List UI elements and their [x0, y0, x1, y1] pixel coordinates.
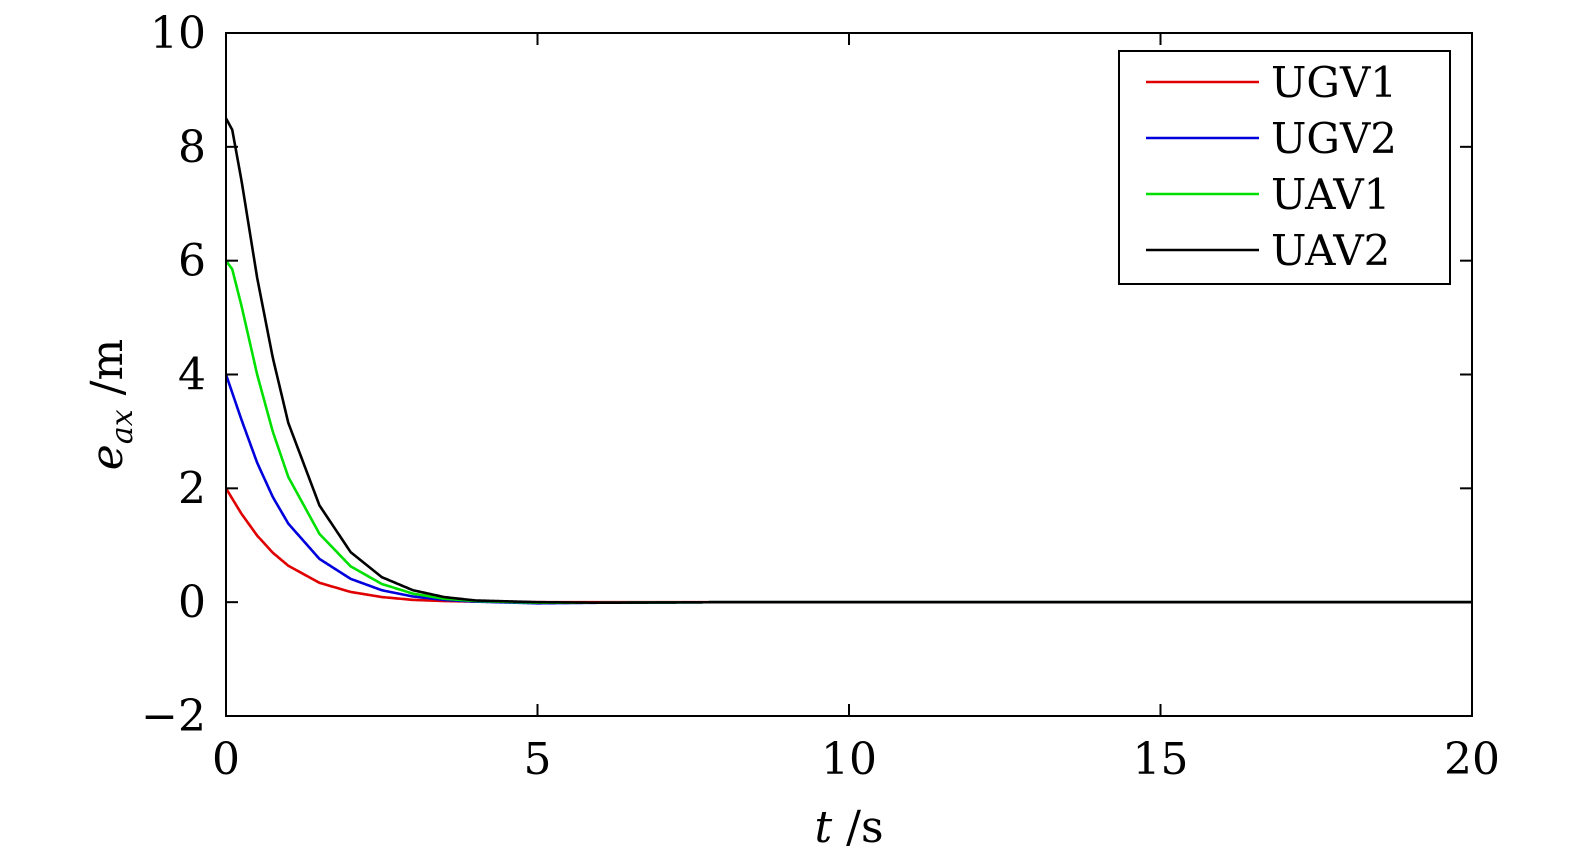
- x-tick-label: 15: [1133, 734, 1189, 785]
- x-tick-label: 0: [212, 734, 240, 785]
- legend-label-ugv1: UGV1: [1271, 58, 1397, 107]
- x-axis-variable: t: [814, 802, 832, 853]
- legend-label-uav2: UAV2: [1271, 226, 1390, 275]
- series-layer: [224, 117, 1473, 605]
- legend: UGV1 UGV2 UAV1 UAV2: [1118, 50, 1451, 285]
- y-tick-label: 10: [150, 8, 206, 59]
- y-axis-unit: /m: [82, 339, 133, 410]
- x-tick-label: 20: [1444, 734, 1500, 785]
- y-tick-label: −2: [141, 691, 206, 742]
- legend-box: [1118, 50, 1451, 285]
- y-axis-label: eax /m: [82, 339, 140, 470]
- series-line-uav2: [224, 117, 1473, 605]
- x-axis-label: t /s: [814, 802, 883, 853]
- series-line-uav1: [224, 259, 1473, 605]
- y-tick-label: 0: [178, 577, 206, 628]
- y-axis-subscript: ax: [105, 409, 140, 444]
- y-tick-label: 8: [178, 122, 206, 173]
- x-axis-unit: /s: [832, 802, 883, 853]
- y-tick-label: 6: [178, 236, 206, 287]
- series-line-ugv2: [224, 374, 1473, 605]
- series-line-ugv1: [224, 487, 1473, 604]
- legend-label-ugv2: UGV2: [1271, 114, 1397, 163]
- legend-label-uav1: UAV1: [1271, 170, 1390, 219]
- y-tick-label: 4: [178, 350, 206, 401]
- y-tick-label: 2: [178, 463, 206, 514]
- y-axis-variable: e: [82, 444, 133, 470]
- x-tick-label: 5: [524, 734, 552, 785]
- x-tick-label: 10: [821, 734, 877, 785]
